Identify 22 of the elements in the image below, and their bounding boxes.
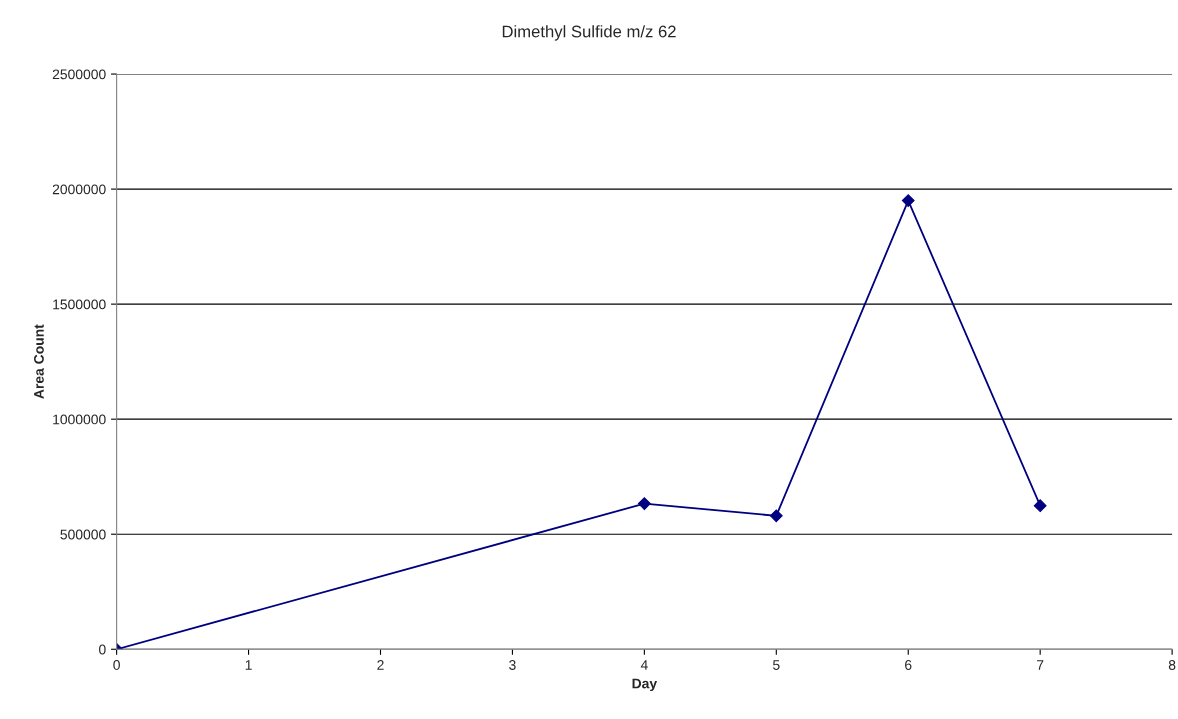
x-tick-label: 6 <box>905 660 912 670</box>
y-axis-title: Area Count <box>34 324 44 399</box>
x-tick-label: 5 <box>773 660 780 670</box>
y-tick-label: 1000000 <box>53 414 106 425</box>
y-tick-label: 500000 <box>60 529 106 540</box>
x-axis-title: Day <box>632 678 658 692</box>
point <box>1033 499 1047 513</box>
x-tick-label: 8 <box>1168 660 1176 670</box>
y-tick-label: 0 <box>99 644 106 655</box>
y-tick-label: 2500000 <box>52 69 106 80</box>
x-tick-label: 1 <box>245 660 252 670</box>
point <box>901 194 915 208</box>
x-tick-label: 3 <box>509 660 516 670</box>
x-tick-label: 2 <box>377 660 384 670</box>
x-tick-label: 4 <box>640 660 648 670</box>
y-tick-label: 1500000 <box>53 299 106 310</box>
point <box>769 509 783 523</box>
x-tick-label: 0 <box>113 660 120 670</box>
point <box>637 497 651 511</box>
x-tick-label: 7 <box>1037 660 1044 670</box>
chart-title: Dimethyl Sulfide m/z 62 <box>502 25 676 41</box>
y-tick-label: 2000000 <box>52 184 106 195</box>
